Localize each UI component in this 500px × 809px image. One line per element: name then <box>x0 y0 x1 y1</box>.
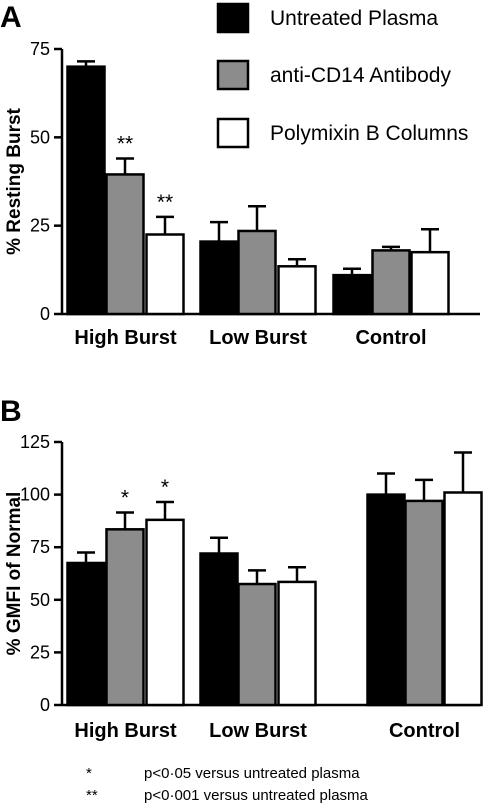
legend-label-2: Polymixin B Columns <box>270 122 468 145</box>
bar-A-2-1 <box>277 265 317 316</box>
category-label-A-1: Low Burst <box>209 327 307 349</box>
y-tick-label-A-3: 75 <box>30 39 50 59</box>
bar-A-0-1 <box>199 240 239 316</box>
panel-letter-A: A <box>0 1 22 34</box>
y-tick-label-B-3: 75 <box>30 537 50 557</box>
y-tick-label-A-2: 50 <box>30 127 50 147</box>
y-axis-label-B: % GMFI of Normal <box>4 492 25 656</box>
category-label-B-0: High Burst <box>74 720 177 742</box>
y-axis-label-A: % Resting Burst <box>4 107 25 254</box>
significance-marker-B-2-0: * <box>161 476 169 499</box>
footnote-text-1: p<0·05 versus untreated plasma <box>144 765 360 782</box>
legend-swatch-0 <box>216 2 250 34</box>
y-tick-label-A-1: 25 <box>30 216 50 236</box>
bar-A-2-0 <box>145 233 185 316</box>
footnote-symbol-2: ** <box>86 787 98 804</box>
y-tick-label-B-2: 50 <box>30 590 50 610</box>
category-label-A-2: Control <box>355 327 426 349</box>
bar-B-0-1 <box>199 552 239 707</box>
bar-B-2-0 <box>145 518 185 707</box>
footnote-text-2: p<0·001 versus untreated plasma <box>144 787 368 804</box>
panel-letter-B: B <box>0 395 22 428</box>
bar-A-1-1 <box>237 229 277 316</box>
y-tick-label-B-1: 25 <box>30 642 50 662</box>
bar-A-0-0 <box>66 65 106 316</box>
y-tick-label-B-5: 125 <box>20 432 50 452</box>
legend-swatch-1 <box>216 59 250 91</box>
y-tick-label-A-0: 0 <box>40 304 50 324</box>
bar-B-0-2 <box>366 493 406 707</box>
bar-B-2-2 <box>443 491 483 707</box>
bar-B-1-2 <box>404 499 444 707</box>
y-tick-label-B-0: 0 <box>40 695 50 715</box>
bar-A-1-0 <box>105 173 145 316</box>
category-label-A-0: High Burst <box>74 327 177 349</box>
significance-marker-A-2-0: ** <box>157 191 173 214</box>
legend-label-1: anti-CD14 Antibody <box>270 64 451 87</box>
y-tick-label-B-4: 100 <box>20 485 50 505</box>
footnote-symbol-1: * <box>86 765 92 782</box>
legend-label-0: Untreated Plasma <box>270 7 438 30</box>
significance-marker-B-1-0: * <box>121 486 129 509</box>
bar-B-1-0 <box>105 528 145 707</box>
bar-B-1-1 <box>237 582 277 707</box>
legend-swatch-2 <box>216 117 250 149</box>
category-label-B-1: Low Burst <box>209 720 307 742</box>
bar-A-2-2 <box>410 250 450 316</box>
bar-A-1-2 <box>371 249 411 316</box>
bar-B-0-0 <box>66 561 106 707</box>
category-label-B-2: Control <box>389 720 460 742</box>
bar-B-2-1 <box>277 580 317 707</box>
bar-A-0-2 <box>332 273 372 316</box>
significance-marker-A-1-0: ** <box>117 133 133 156</box>
